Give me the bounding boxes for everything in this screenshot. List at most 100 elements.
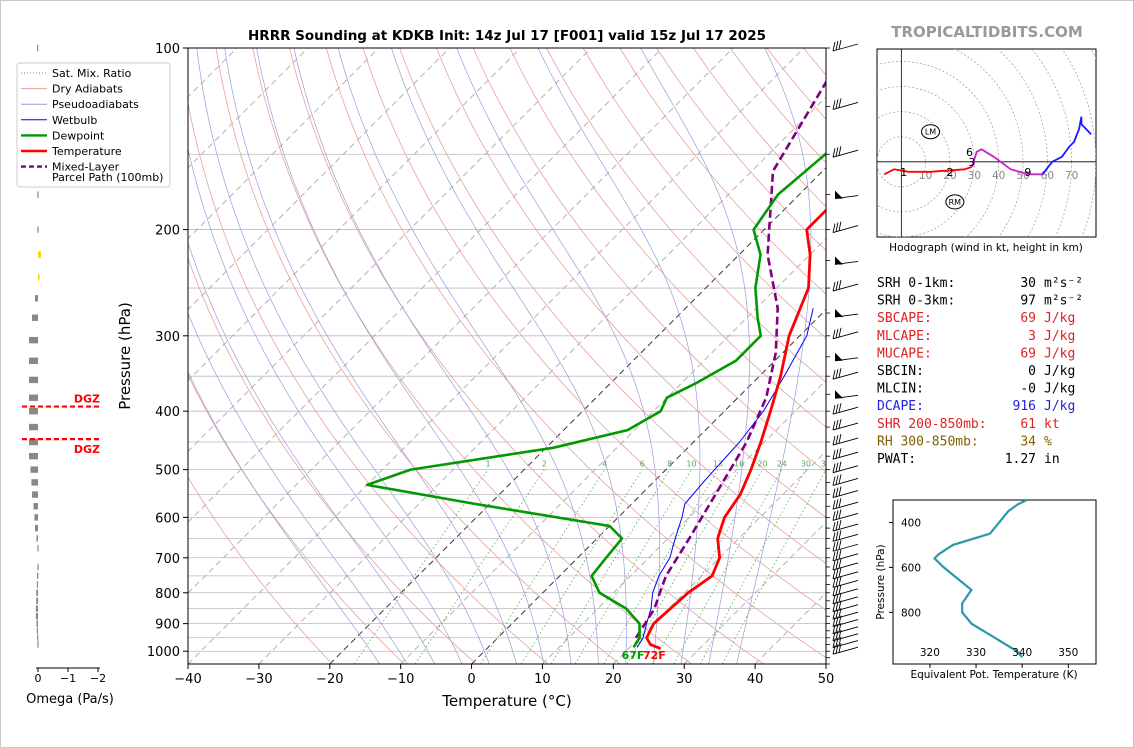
stat-value: 916 xyxy=(1013,399,1036,414)
stat-key: SRH 0-3km: xyxy=(877,294,955,309)
wind-staff xyxy=(832,523,859,532)
wind-flag xyxy=(832,532,836,542)
wind-barb xyxy=(832,448,859,460)
y-tick-label: 300 xyxy=(155,330,180,345)
omega-bar xyxy=(36,535,38,542)
wind-staff xyxy=(834,195,859,200)
x-tick-label: −30 xyxy=(245,672,272,687)
wind-flag xyxy=(838,448,842,458)
wind-staff xyxy=(832,588,859,597)
theta-e-y-tick-label: 400 xyxy=(901,517,921,529)
wind-staff xyxy=(832,437,859,446)
mixing-ratio-line xyxy=(652,469,763,664)
stat-value: 0 xyxy=(1028,364,1036,379)
y-tick-label: 900 xyxy=(155,618,180,633)
wind-flag xyxy=(835,593,839,603)
stat-value: 69 xyxy=(1020,346,1036,361)
omega-bar xyxy=(29,336,38,344)
wind-barb xyxy=(832,540,859,552)
wind-staff xyxy=(832,580,859,588)
legend-label: Sat. Mix. Ratio xyxy=(52,67,132,80)
stat-value: 34 xyxy=(1020,434,1036,449)
wind-pennant xyxy=(835,256,843,265)
y-tick-label: 100 xyxy=(155,42,180,57)
wind-flag xyxy=(835,449,839,459)
wind-barb xyxy=(832,584,859,597)
wind-flag xyxy=(835,568,839,578)
skewt-axes: −40 −30 −20 −10 0 10 20 30 40 50 100 200 300 400 500 60… xyxy=(147,42,834,687)
wind-flag xyxy=(835,623,839,633)
stat-key: MUCAPE: xyxy=(877,346,932,361)
wind-flag xyxy=(838,486,842,496)
wind-flag xyxy=(832,645,836,655)
moist-adiabat xyxy=(391,48,627,664)
wind-barb xyxy=(832,486,859,499)
wind-staff xyxy=(832,646,859,655)
moist-adiabat xyxy=(256,48,545,664)
wind-staff xyxy=(834,260,859,265)
surface-temperature-label: 72F xyxy=(643,649,666,662)
wind-barb xyxy=(832,433,859,446)
mixing-ratio-label: 20 xyxy=(757,460,767,469)
moist-adiabat xyxy=(640,48,750,664)
wind-flag xyxy=(832,631,836,641)
wind-barb xyxy=(832,403,859,415)
isotherm xyxy=(188,48,309,169)
isotherm xyxy=(613,450,826,664)
wind-pennant xyxy=(835,190,843,199)
mixing-ratio-label: 1 xyxy=(485,460,490,469)
x-tick-label: 40 xyxy=(747,672,764,687)
hodograph-marker: 3 xyxy=(968,156,975,169)
wind-barb xyxy=(832,327,859,340)
wind-flag xyxy=(835,559,839,570)
wind-barb xyxy=(834,352,859,362)
wind-flag xyxy=(835,520,839,531)
hodograph-marker: 2 xyxy=(947,166,954,179)
hodograph-frame xyxy=(876,48,1097,238)
dry-adiabat xyxy=(252,48,692,664)
omega-bar xyxy=(35,295,38,302)
wind-flag xyxy=(838,368,842,378)
wind-flag xyxy=(832,370,836,380)
stat-unit: in xyxy=(1044,452,1060,467)
wind-flag xyxy=(838,576,842,586)
wind-staff xyxy=(832,43,859,52)
hodograph-ring-label: 60 xyxy=(1041,170,1054,182)
mixing-ratio-label: 13 xyxy=(713,460,723,469)
wind-pennant xyxy=(835,352,843,361)
wind-staff xyxy=(834,394,859,399)
wind-flag xyxy=(838,636,842,646)
wind-flag xyxy=(835,550,839,560)
x-tick-label: 10 xyxy=(534,672,551,687)
theta-e-x-label: Equivalent Pot. Temperature (K) xyxy=(910,669,1077,681)
y-tick-label: 600 xyxy=(155,511,180,526)
height-label: 2 xyxy=(947,166,954,179)
skewt-profiles xyxy=(365,79,826,650)
legend: Sat. Mix. Ratio Dry Adiabats Pseudoadiabat… xyxy=(21,67,163,184)
wind-staff xyxy=(832,451,859,460)
stat-value: 97 xyxy=(1020,294,1036,309)
moist-adiabat xyxy=(188,241,436,664)
wind-staff xyxy=(832,533,859,542)
wind-flag xyxy=(835,369,839,379)
wind-flag xyxy=(838,433,842,444)
hodograph-trace xyxy=(883,165,973,176)
omega-panel: 0 −1 −2 DGZ DGZ xyxy=(22,44,106,685)
wind-flag xyxy=(838,509,842,519)
wind-pennant xyxy=(835,309,843,318)
wind-staff xyxy=(832,225,859,234)
y-tick-label: 1000 xyxy=(147,645,180,660)
wind-flag xyxy=(838,584,842,594)
wind-flag xyxy=(832,594,836,604)
wind-flag xyxy=(838,498,842,508)
wind-flag xyxy=(835,609,839,619)
wind-flag xyxy=(835,644,839,654)
wind-barb xyxy=(832,474,859,486)
legend-label: Temperature xyxy=(51,145,122,158)
moist-adiabat xyxy=(337,48,599,664)
omega-bar xyxy=(31,479,38,486)
theta-e-x-tick-label: 340 xyxy=(1012,647,1032,659)
site-brand: TROPICALTIDBITS.COM xyxy=(891,23,1083,41)
x-tick-label: 30 xyxy=(676,672,693,687)
